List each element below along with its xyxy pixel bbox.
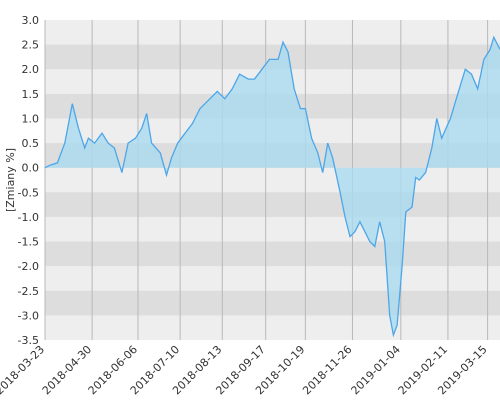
y-axis-label: [Zmiany %]	[4, 148, 17, 212]
y-tick-label: 2.0	[22, 63, 40, 76]
y-tick-label: -3.5	[18, 334, 39, 347]
y-tick-label: 0.0	[22, 162, 40, 175]
grid-band	[45, 290, 500, 316]
y-tick-label: -1.5	[18, 236, 39, 249]
grid-band	[45, 192, 500, 217]
y-tick-label: 0.5	[22, 137, 40, 150]
y-tick-label: -2.5	[18, 285, 39, 298]
grid-band	[45, 241, 500, 267]
y-tick-label: 2.5	[22, 39, 40, 52]
x-tick-label: 2018-11-26	[300, 343, 354, 397]
line	[44, 35, 500, 338]
y-tick-label: -0.5	[18, 186, 39, 199]
y-tick-label: -1.0	[18, 211, 39, 224]
y-tick-label: 3.0	[22, 14, 40, 27]
y-tick-label: -3.0	[18, 309, 39, 322]
y-tick-label: 1.5	[22, 88, 40, 101]
y-tick-label: 1.0	[22, 112, 40, 125]
y-tick-label: -2.0	[18, 260, 39, 273]
x-tick-label: 2019-01-04	[349, 343, 403, 397]
